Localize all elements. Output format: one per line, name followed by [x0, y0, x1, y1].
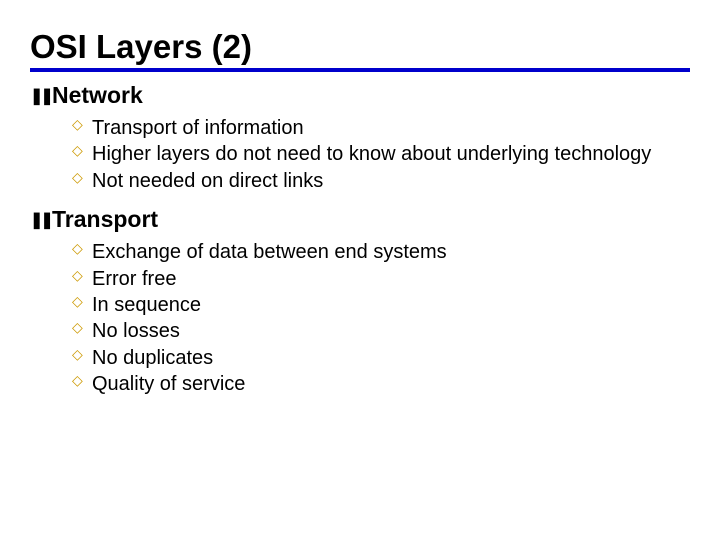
list-item-text: Not needed on direct links [92, 168, 690, 194]
list-item: ◇ Error free [72, 266, 690, 292]
list-item-text: Error free [92, 266, 690, 292]
list-item: ◇ Higher layers do not need to know abou… [72, 141, 690, 167]
bullet-level2-icon: ◇ [72, 168, 92, 188]
section-transport: ❚❚ Transport ◇ Exchange of data between … [30, 206, 690, 397]
bullet-level2-icon: ◇ [72, 345, 92, 365]
list-item-text: Exchange of data between end systems [92, 239, 690, 265]
bullet-level2-icon: ◇ [72, 371, 92, 391]
list-item-text: No duplicates [92, 345, 690, 371]
list-item-text: Transport of information [92, 115, 690, 141]
list-item: ◇ No duplicates [72, 345, 690, 371]
bullet-level2-icon: ◇ [72, 266, 92, 286]
bullet-level2-icon: ◇ [72, 292, 92, 312]
bullet-level1-icon: ❚❚ [30, 213, 52, 229]
bullet-level2-icon: ◇ [72, 239, 92, 259]
section-heading: ❚❚ Network [30, 82, 690, 109]
list-item: ◇ In sequence [72, 292, 690, 318]
list-item: ◇ Transport of information [72, 115, 690, 141]
list-item: ◇ Exchange of data between end systems [72, 239, 690, 265]
bullet-level1-icon: ❚❚ [30, 89, 52, 105]
section-network: ❚❚ Network ◇ Transport of information ◇ … [30, 82, 690, 194]
bullet-level2-icon: ◇ [72, 115, 92, 135]
list-item: ◇ No losses [72, 318, 690, 344]
slide-title: OSI Layers (2) [30, 28, 690, 66]
title-underline [30, 68, 690, 72]
slide: OSI Layers (2) ❚❚ Network ◇ Transport of… [0, 0, 720, 430]
bullet-level2-icon: ◇ [72, 318, 92, 338]
section-heading: ❚❚ Transport [30, 206, 690, 233]
section-heading-text: Network [52, 82, 143, 109]
bullet-level2-icon: ◇ [72, 141, 92, 161]
item-list: ◇ Transport of information ◇ Higher laye… [72, 115, 690, 194]
list-item-text: No losses [92, 318, 690, 344]
list-item-text: Quality of service [92, 371, 690, 397]
item-list: ◇ Exchange of data between end systems ◇… [72, 239, 690, 397]
list-item-text: In sequence [92, 292, 690, 318]
list-item: ◇ Quality of service [72, 371, 690, 397]
section-heading-text: Transport [52, 206, 158, 233]
list-item-text: Higher layers do not need to know about … [92, 141, 690, 167]
list-item: ◇ Not needed on direct links [72, 168, 690, 194]
